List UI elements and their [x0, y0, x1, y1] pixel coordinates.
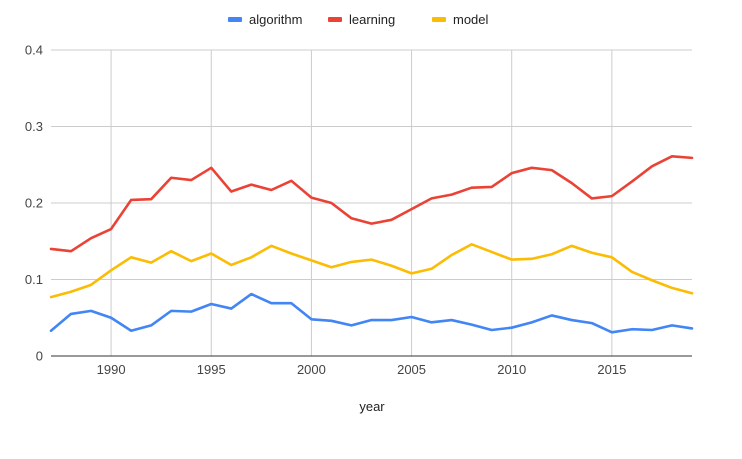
y-tick-label: 0.3 [25, 119, 43, 134]
grid-lines [51, 49, 692, 356]
y-tick-label: 0.2 [25, 196, 43, 211]
x-tick-label: 2015 [597, 362, 626, 377]
y-tick-label: 0 [36, 349, 43, 364]
x-axis-title: year [359, 399, 385, 414]
legend-label-learning: learning [349, 12, 395, 27]
legend-swatch-algorithm [228, 17, 242, 22]
y-tick-label: 0.1 [25, 272, 43, 287]
legend-label-model: model [453, 12, 489, 27]
x-tick-label: 2005 [397, 362, 426, 377]
x-tick-label: 2010 [497, 362, 526, 377]
x-tick-label: 2000 [297, 362, 326, 377]
x-tick-label: 1990 [97, 362, 126, 377]
legend-label-algorithm: algorithm [249, 12, 302, 27]
series-lines [49, 155, 694, 334]
x-tick-label: 1995 [197, 362, 226, 377]
series-line-algorithm [49, 292, 694, 334]
y-tick-label: 0.4 [25, 43, 43, 58]
legend: algorithm learning model [228, 12, 489, 27]
legend-swatch-learning [328, 17, 342, 22]
legend-swatch-model [432, 17, 446, 22]
series-line-learning [49, 155, 694, 253]
series-line-model [49, 243, 694, 299]
axes: 0 0.1 0.2 0.3 0.4 1990 1995 2000 2005 2010 2015 [25, 43, 692, 377]
